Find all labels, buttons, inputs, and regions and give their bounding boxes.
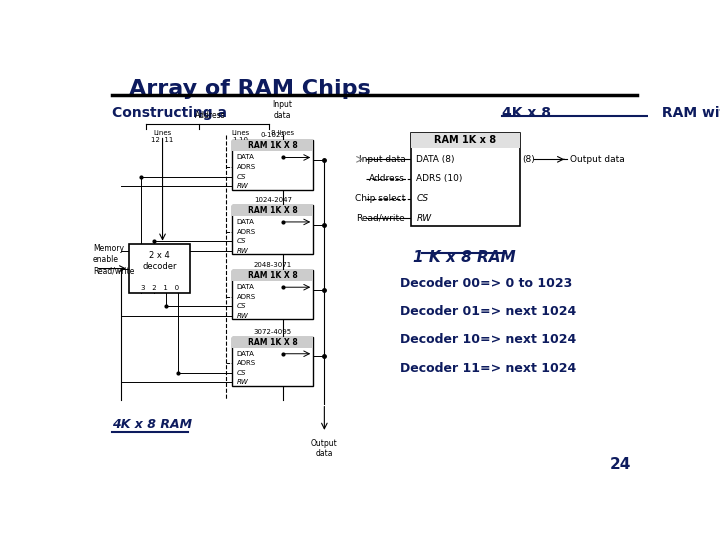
Text: Decoder 10=> next 1024: Decoder 10=> next 1024 [400, 333, 576, 346]
Text: CS: CS [237, 238, 246, 244]
Bar [233, 140, 313, 190]
Text: Decoder 00=> 0 to 1023: Decoder 00=> 0 to 1023 [400, 277, 572, 290]
Text: Address: Address [194, 111, 225, 120]
Text: Output data: Output data [570, 155, 625, 164]
Text: DATA: DATA [237, 351, 255, 357]
Bar [233, 140, 313, 151]
Text: DATA: DATA [237, 154, 255, 160]
Text: 3072-4095: 3072-4095 [253, 329, 292, 335]
Text: 4K x 8: 4K x 8 [502, 106, 551, 120]
Text: Array of RAM Chips: Array of RAM Chips [129, 79, 371, 99]
Text: RW: RW [237, 380, 248, 386]
Text: RW: RW [237, 313, 248, 319]
Text: 24: 24 [610, 457, 631, 472]
Text: CS: CS [237, 303, 246, 309]
Text: Lines
12  11: Lines 12 11 [151, 130, 174, 143]
Text: 4K x 8 RAM: 4K x 8 RAM [112, 418, 192, 431]
Bar [233, 337, 313, 348]
Text: CS: CS [237, 174, 246, 180]
Text: ADRS: ADRS [237, 228, 256, 234]
Text: ADRS: ADRS [237, 360, 256, 366]
Text: Memory
enable: Memory enable [93, 244, 124, 264]
Text: ADRS (10): ADRS (10) [416, 174, 463, 184]
Text: 2048-3071: 2048-3071 [253, 262, 292, 268]
Text: RAM 1K X 8: RAM 1K X 8 [248, 206, 297, 215]
Text: ADRS: ADRS [237, 164, 256, 170]
Text: Lines
1-10: Lines 1-10 [232, 130, 250, 143]
Text: Input
data: Input data [272, 100, 292, 120]
Text: DATA: DATA [237, 219, 255, 225]
Text: RAM 1K X 8: RAM 1K X 8 [248, 141, 297, 150]
Text: Decoder 11=> next 1024: Decoder 11=> next 1024 [400, 362, 576, 375]
Bar [233, 337, 313, 386]
Text: RAM 1K X 8: RAM 1K X 8 [248, 338, 297, 347]
Text: 2 x 4
decoder: 2 x 4 decoder [143, 251, 177, 271]
Text: Input data: Input data [359, 155, 405, 164]
Text: 3   2   1   0: 3 2 1 0 [140, 285, 179, 291]
Text: Decoder 01=> next 1024: Decoder 01=> next 1024 [400, 305, 576, 318]
Bar [129, 244, 190, 294]
Text: RAM 1K x 8: RAM 1K x 8 [434, 135, 496, 145]
Bar [233, 205, 313, 215]
Text: 0-1023: 0-1023 [261, 132, 285, 138]
Text: CS: CS [416, 194, 428, 203]
Bar [233, 270, 313, 319]
Text: DATA (8): DATA (8) [416, 155, 455, 164]
Text: RW: RW [416, 214, 431, 223]
Text: DATA: DATA [237, 284, 255, 290]
Text: Chip select: Chip select [355, 194, 405, 203]
Text: RW: RW [237, 248, 248, 254]
Bar [233, 205, 313, 254]
Text: RW: RW [237, 183, 248, 189]
Text: CS: CS [237, 370, 246, 376]
Text: 8 lines: 8 lines [271, 130, 294, 136]
Text: Read/write: Read/write [356, 214, 405, 223]
Text: Constructing a: Constructing a [112, 106, 232, 120]
Bar [233, 270, 313, 281]
Bar [411, 133, 520, 226]
Text: ADRS: ADRS [237, 294, 256, 300]
Text: RAM with four: RAM with four [657, 106, 720, 120]
Text: Read/write: Read/write [93, 266, 134, 275]
Text: 1024-2047: 1024-2047 [253, 197, 292, 203]
Bar [411, 133, 520, 147]
Text: (8): (8) [523, 155, 535, 164]
Text: Address: Address [369, 174, 405, 184]
Text: 1 K x 8 RAM: 1 K x 8 RAM [413, 250, 516, 265]
Text: RAM 1K X 8: RAM 1K X 8 [248, 271, 297, 280]
Text: Output
data: Output data [311, 439, 338, 458]
